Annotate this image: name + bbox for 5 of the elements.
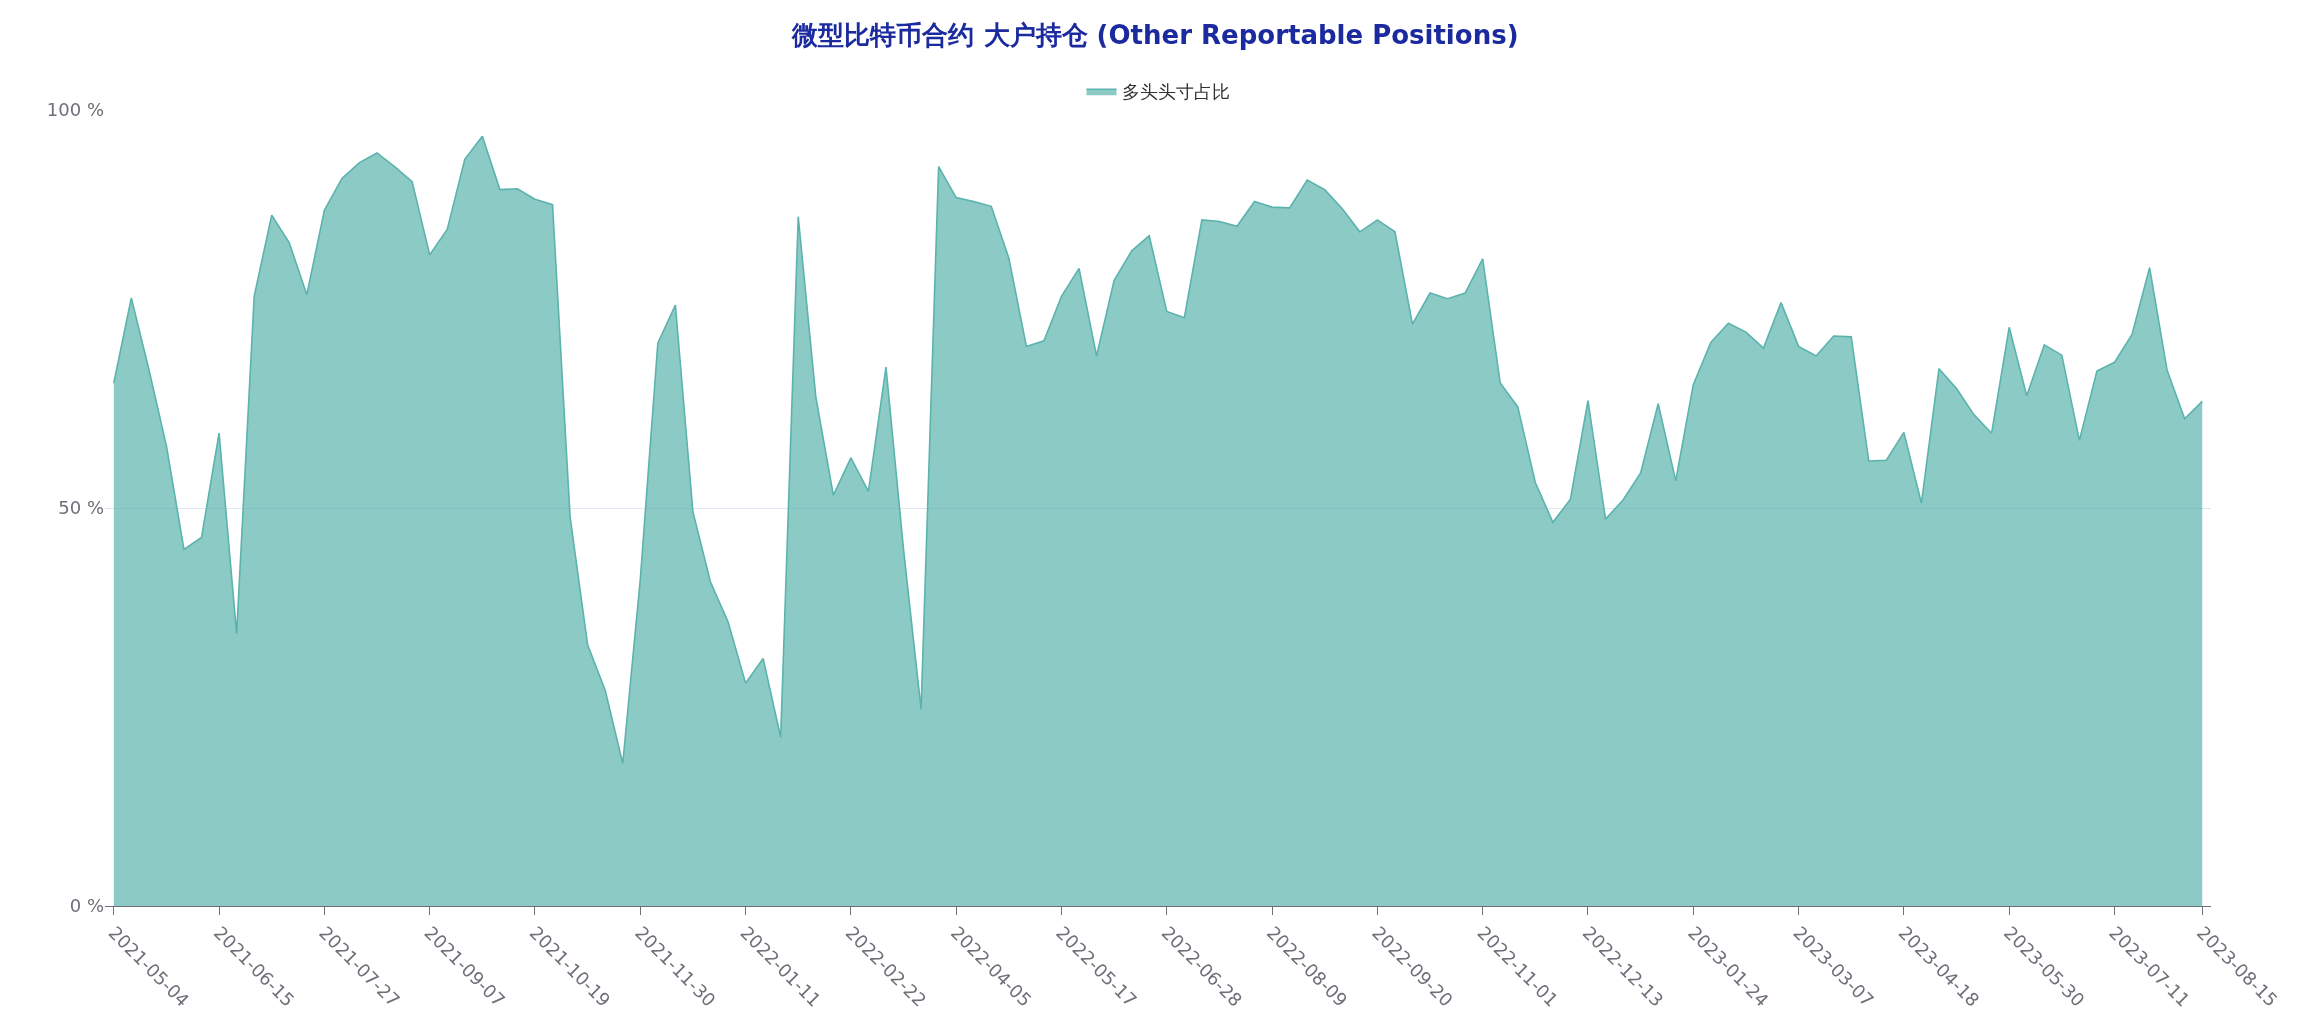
chart-title: 微型比特币合约 大户持仓 (Other Reportable Positions)	[791, 19, 1519, 50]
y-tick-label: 0 %	[69, 895, 104, 917]
y-tick-label: 50 %	[58, 497, 104, 519]
y-tick-label: 100 %	[46, 99, 104, 121]
legend-label: 多头头寸占比	[1121, 81, 1230, 103]
